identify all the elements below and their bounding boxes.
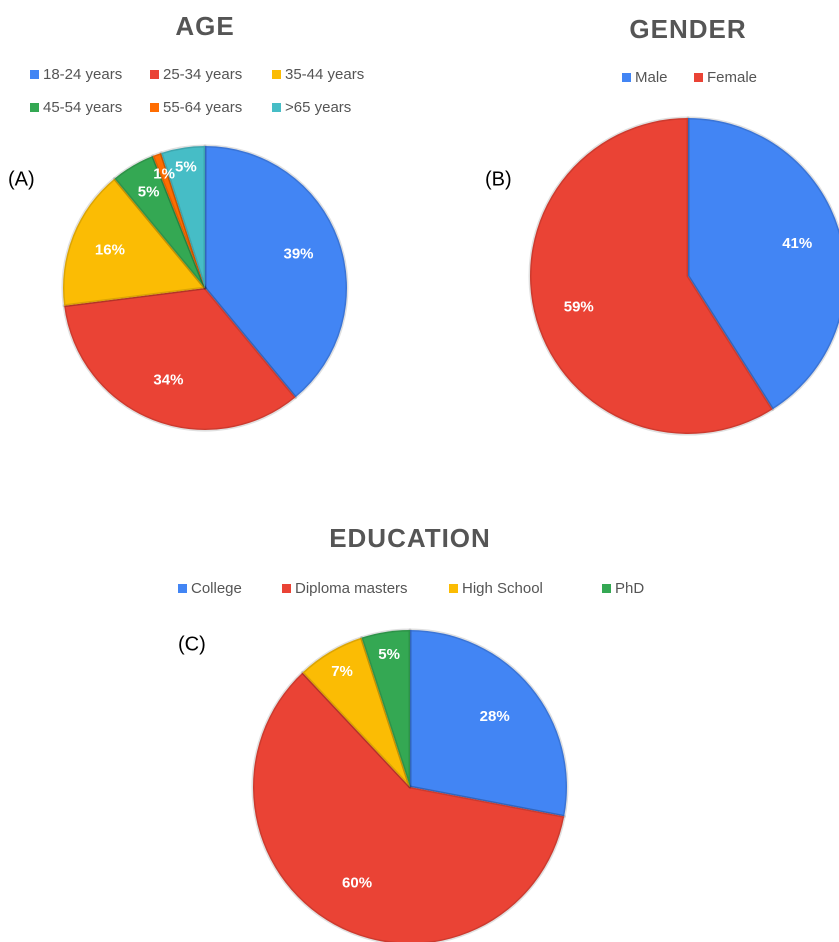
pie-slice [203, 144, 349, 399]
legend-label: 45-54 years [43, 99, 122, 116]
legend-swatch [272, 103, 281, 112]
value-label: 59% [564, 299, 594, 316]
pie-slice [686, 116, 839, 411]
legend-swatch [602, 584, 611, 593]
pie-slice [61, 177, 207, 308]
pie-slice [159, 144, 207, 290]
legend-label: 35-44 years [285, 66, 364, 83]
legend-swatch [30, 103, 39, 112]
legend-swatch [150, 70, 159, 79]
value-label: 1% [153, 165, 175, 182]
legend-label: College [191, 580, 242, 597]
chart-title: EDUCATION [329, 523, 491, 553]
pie-slice [251, 671, 566, 942]
chart-title: GENDER [629, 14, 746, 44]
legend-label: 25-34 years [163, 66, 242, 83]
pie-slice [359, 628, 412, 789]
pie-slice [62, 286, 298, 432]
chart-title: AGE [175, 11, 234, 41]
legend-swatch [30, 70, 39, 79]
legend-swatch [622, 73, 631, 82]
pie-slice [408, 628, 569, 818]
legend-label: >65 years [285, 99, 351, 116]
value-label: 5% [138, 184, 160, 201]
legend-label: 55-64 years [163, 99, 242, 116]
legend-label: 18-24 years [43, 66, 122, 83]
legend-label: PhD [615, 580, 644, 597]
legend-swatch [272, 70, 281, 79]
value-label: 16% [95, 241, 125, 258]
legend-label: High School [462, 580, 543, 597]
legend-label: Male [635, 69, 668, 86]
panel-label: (C) [178, 633, 206, 655]
pie-slice [301, 636, 412, 789]
pie-slice [112, 154, 207, 290]
value-label: 60% [342, 874, 372, 891]
legend-swatch [449, 584, 458, 593]
value-label: 39% [284, 245, 314, 262]
legend-label: Female [707, 69, 757, 86]
value-label: 7% [331, 663, 353, 680]
legend-swatch [178, 584, 187, 593]
legend-label: Diploma masters [295, 580, 408, 597]
pie-slice [528, 116, 775, 436]
legend-swatch [150, 103, 159, 112]
value-label: 28% [480, 708, 510, 725]
value-label: 34% [153, 371, 183, 388]
value-label: 5% [175, 158, 197, 175]
pie-slice [151, 151, 207, 290]
value-label: 41% [782, 235, 812, 252]
value-label: 5% [378, 646, 400, 663]
panel-label: (B) [485, 168, 512, 190]
legend-swatch [282, 584, 291, 593]
panel-label: (A) [8, 168, 35, 190]
legend-swatch [694, 73, 703, 82]
